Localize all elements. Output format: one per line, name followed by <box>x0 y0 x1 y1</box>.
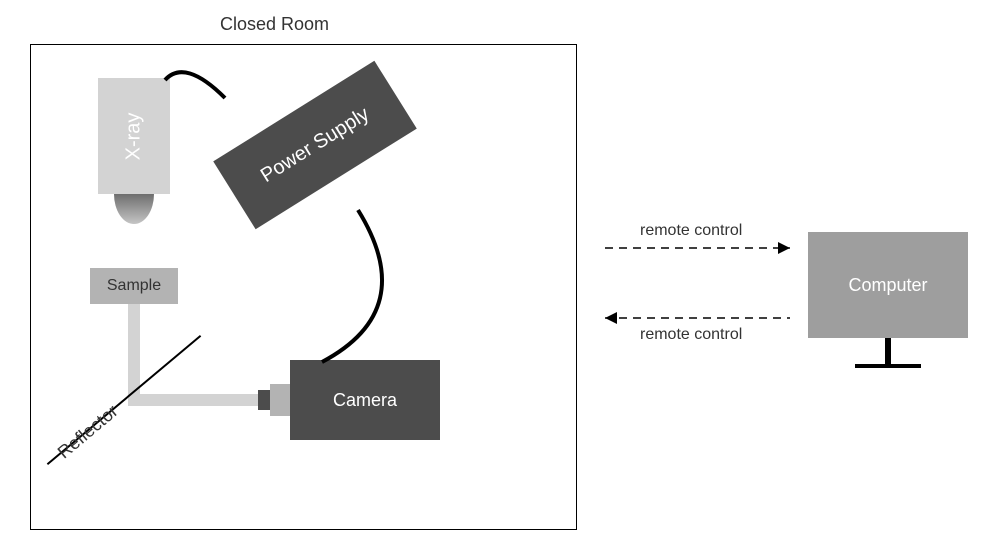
arrow-bottom <box>605 312 790 324</box>
camera: Camera <box>290 360 440 440</box>
computer-base <box>855 364 921 368</box>
camera-label: Camera <box>333 390 397 411</box>
xray-device: X-ray <box>98 78 170 194</box>
closed-room-label: Closed Room <box>220 14 329 35</box>
remote-control-label-bottom: remote control <box>640 326 742 344</box>
camera-lens-outer <box>258 390 270 410</box>
computer-monitor: Computer <box>808 232 968 338</box>
sample-label: Sample <box>107 277 161 295</box>
beam-horizontal <box>128 394 258 406</box>
remote-control-label-top: remote control <box>640 222 742 240</box>
xray-label: X-ray <box>122 112 145 160</box>
camera-lens-inner <box>270 384 290 416</box>
computer-label: Computer <box>848 275 927 296</box>
sample: Sample <box>90 268 178 304</box>
computer-stand <box>885 338 891 364</box>
arrow-top <box>605 242 790 254</box>
diagram-canvas: Closed Room X-ray Power Supply Sample Re… <box>0 0 1000 560</box>
